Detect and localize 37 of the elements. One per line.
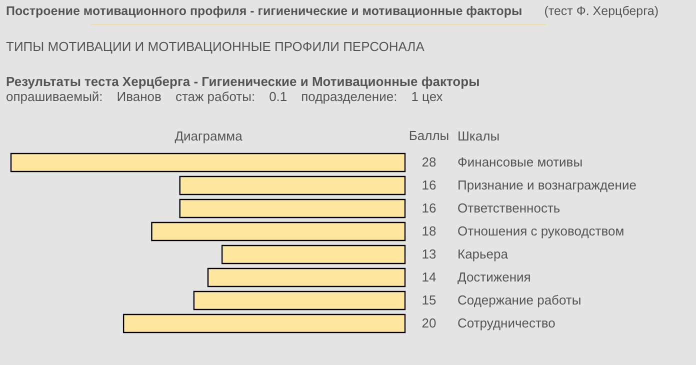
- text: 1 цех: [411, 89, 443, 104]
- y-tick-label: Карьера: [458, 246, 509, 262]
- bar: [10, 152, 406, 172]
- data-label: 16: [422, 200, 436, 216]
- text: 0.1: [269, 89, 288, 104]
- data-label: 16: [422, 178, 436, 192]
- y-tick-label: Финансовые мотивы: [458, 154, 583, 170]
- text: Баллы: [408, 128, 450, 143]
- bar: [193, 290, 406, 310]
- bar: [207, 268, 406, 288]
- y-tick-label: Достижения: [458, 270, 531, 284]
- y-tick-label: Отношения с руководством: [458, 224, 624, 238]
- data-label: 15: [422, 292, 436, 308]
- chart-subtitle: ТИПЫ МОТИВАЦИИ И МОТИВАЦИОННЫЕ ПРОФИЛИ ПЕРСОНАЛА: [6, 39, 426, 54]
- text: опрашиваемый:: [6, 89, 103, 104]
- y-tick-label: Признание и вознаграждение: [458, 178, 636, 192]
- y-tick-label: Ответственность: [458, 200, 560, 216]
- bar: [179, 176, 406, 196]
- bar: [221, 244, 406, 264]
- text: подразделение:: [301, 89, 398, 104]
- text: Иванов: [116, 89, 162, 104]
- y-axis-title: Шкалы: [458, 128, 500, 144]
- data-label: 13: [422, 246, 436, 262]
- bar: [122, 314, 406, 334]
- data-label: 14: [422, 270, 436, 284]
- bar: [179, 198, 406, 218]
- text: (тест Ф. Херцберга): [544, 4, 659, 18]
- x-axis-title: Диаграмма: [174, 128, 244, 144]
- y-tick-label: Сотрудничество: [458, 316, 556, 330]
- chart-title: Построение мотивационного профиля - гигиенические и мотивационные факторы: [6, 4, 522, 18]
- data-label: 28: [422, 154, 436, 170]
- text: Результаты теста Херцберга - Гигиенические и Мотивационные факторы: [6, 74, 481, 89]
- data-label: 20: [422, 316, 436, 330]
- bar: [151, 222, 406, 242]
- text: стаж работы:: [175, 89, 256, 104]
- data-label: 18: [422, 224, 436, 238]
- y-tick-label: Содержание работы: [458, 292, 582, 308]
